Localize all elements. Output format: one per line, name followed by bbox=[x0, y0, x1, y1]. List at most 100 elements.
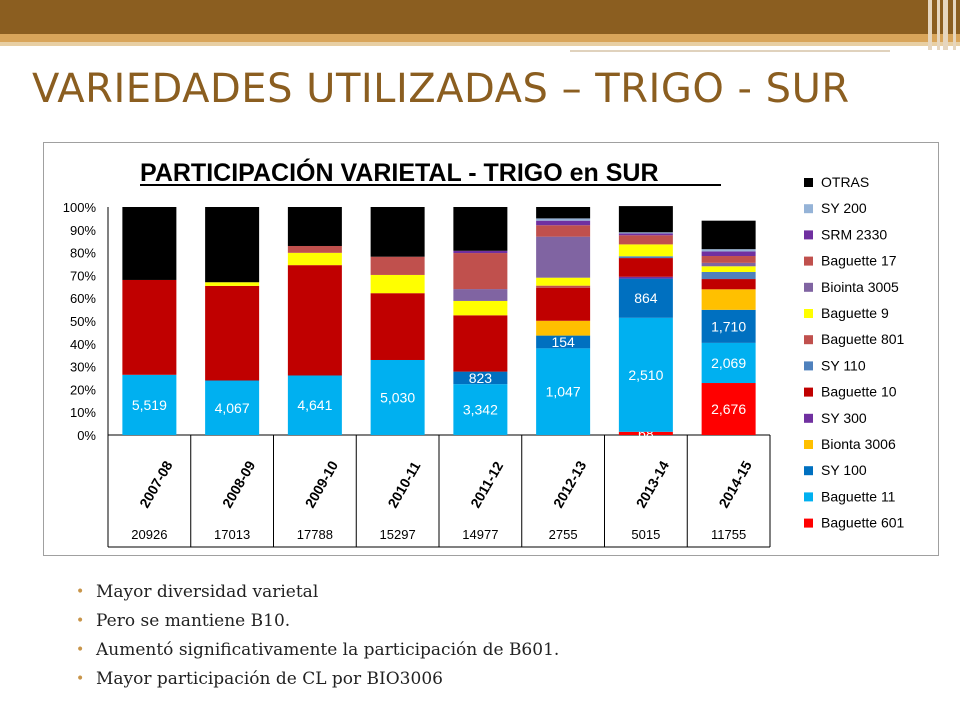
total-value: 20926 bbox=[131, 527, 167, 542]
header-bar bbox=[0, 0, 960, 34]
bar-segment bbox=[205, 285, 260, 381]
bar-segment bbox=[287, 375, 342, 435]
x-tick-label: 2009-10 bbox=[302, 458, 342, 511]
total-value: 5015 bbox=[631, 527, 660, 542]
total-value: 2755 bbox=[549, 527, 578, 542]
bar-segment bbox=[701, 262, 756, 267]
bar-segment bbox=[453, 207, 508, 251]
data-label: 5,030 bbox=[380, 389, 415, 405]
legend-swatch bbox=[804, 492, 813, 502]
bar-segment bbox=[618, 256, 673, 259]
total-value: 17013 bbox=[214, 527, 250, 542]
bullet-item: • Pero se mantiene B10. bbox=[72, 607, 559, 636]
legend-swatch bbox=[804, 413, 813, 423]
decorative-line bbox=[570, 50, 890, 52]
data-label: 2,676 bbox=[711, 401, 746, 417]
bar-segment bbox=[618, 232, 673, 234]
data-label: 4,067 bbox=[215, 400, 250, 416]
data-label: 2,510 bbox=[628, 367, 663, 383]
legend-label: OTRAS bbox=[821, 174, 869, 190]
bullet-dot: • bbox=[76, 671, 85, 687]
bar-segment bbox=[618, 206, 673, 233]
header-stripe-light bbox=[0, 42, 960, 46]
bullet-item: • Aumentó significativamente la participa… bbox=[72, 636, 559, 665]
x-tick-label: 2013-14 bbox=[633, 458, 673, 511]
y-tick-label: 80% bbox=[70, 246, 96, 261]
legend-swatch bbox=[804, 518, 813, 528]
bar-segment bbox=[122, 374, 177, 435]
data-label: 823 bbox=[469, 370, 493, 386]
x-tick-label: 2012-13 bbox=[550, 458, 590, 511]
legend-label: SY 200 bbox=[821, 200, 867, 216]
bar-segment bbox=[618, 431, 673, 435]
data-label: 4,641 bbox=[297, 397, 332, 413]
bar-segment bbox=[536, 207, 591, 219]
legend-swatch bbox=[804, 256, 813, 266]
bullet-text: Mayor diversidad varietal bbox=[96, 582, 319, 602]
data-label: 154 bbox=[551, 334, 575, 350]
bar-segment bbox=[701, 266, 756, 272]
bar-segment bbox=[701, 256, 756, 263]
bar-segment bbox=[205, 380, 260, 435]
bar-segment bbox=[453, 315, 508, 372]
x-tick-label: 2007-08 bbox=[136, 458, 176, 511]
y-tick-label: 0% bbox=[77, 428, 96, 443]
legend-swatch bbox=[804, 440, 813, 449]
legend-label: SY 100 bbox=[821, 462, 867, 478]
header-stripe bbox=[0, 34, 960, 42]
x-tick-label: 2008-09 bbox=[219, 458, 259, 511]
legend-swatch bbox=[804, 178, 813, 187]
bar-segment bbox=[287, 245, 342, 253]
bar-segment bbox=[287, 265, 342, 376]
legend-label: Baguette 10 bbox=[821, 384, 897, 400]
legend-label: Baguette 9 bbox=[821, 305, 889, 321]
y-tick-label: 100% bbox=[63, 200, 97, 215]
bar-segment bbox=[536, 348, 591, 435]
bar-segment bbox=[701, 251, 756, 257]
legend-swatch bbox=[804, 204, 813, 214]
bar-segment bbox=[453, 384, 508, 435]
legend-swatch bbox=[804, 466, 813, 476]
slide-title: VARIEDADES UTILIZADAS – TRIGO - SUR bbox=[32, 66, 850, 112]
bar-segment bbox=[618, 276, 673, 279]
bar-segment bbox=[618, 258, 673, 277]
total-value: 11755 bbox=[711, 527, 746, 542]
total-value: 15297 bbox=[380, 527, 416, 542]
legend-label: Baguette 601 bbox=[821, 515, 905, 531]
legend-label: Baguette 801 bbox=[821, 331, 905, 347]
bar-segment bbox=[701, 249, 756, 252]
data-label: 2,069 bbox=[711, 355, 746, 371]
bar-segment bbox=[536, 225, 591, 237]
legend-label: Baguette 17 bbox=[821, 253, 897, 269]
y-tick-label: 10% bbox=[70, 405, 96, 420]
y-tick-label: 30% bbox=[70, 360, 96, 375]
bar-segment bbox=[370, 256, 425, 275]
legend-swatch bbox=[804, 335, 813, 345]
y-tick-label: 50% bbox=[70, 314, 96, 329]
y-tick-label: 90% bbox=[70, 223, 96, 238]
bullet-item: • Mayor participación de CL por BIO3006 bbox=[72, 665, 559, 694]
bar-segment bbox=[370, 293, 425, 360]
x-tick-label: 2014-15 bbox=[715, 458, 755, 511]
bar-segment bbox=[618, 233, 673, 236]
data-label: 3,342 bbox=[463, 402, 498, 418]
total-value: 14977 bbox=[462, 527, 498, 542]
bullet-dot: • bbox=[76, 613, 85, 629]
bullet-item: • Mayor diversidad varietal bbox=[72, 578, 559, 607]
legend-label: SY 110 bbox=[821, 357, 866, 373]
bar-segment bbox=[701, 220, 756, 250]
bar-segment bbox=[701, 279, 756, 290]
chart-frame: PARTICIPACIÓN VARIETAL - TRIGO en SUR 0% 1… bbox=[43, 142, 939, 556]
bullet-dot: • bbox=[76, 584, 85, 600]
bullet-text: Aumentó significativamente la participac… bbox=[96, 640, 560, 660]
bullet-dot: • bbox=[76, 642, 85, 658]
bar-segment bbox=[536, 285, 591, 288]
legend-swatch bbox=[804, 387, 813, 397]
bar-segment bbox=[287, 252, 342, 266]
bar-segment bbox=[453, 300, 508, 316]
legend-label: Baguette 11 bbox=[821, 488, 896, 504]
chart-title: PARTICIPACIÓN VARIETAL - TRIGO en SUR bbox=[140, 157, 659, 187]
legend-label: SY 300 bbox=[821, 410, 867, 426]
legend-label: Bionta 3006 bbox=[821, 436, 896, 452]
bar-segment bbox=[536, 287, 591, 321]
